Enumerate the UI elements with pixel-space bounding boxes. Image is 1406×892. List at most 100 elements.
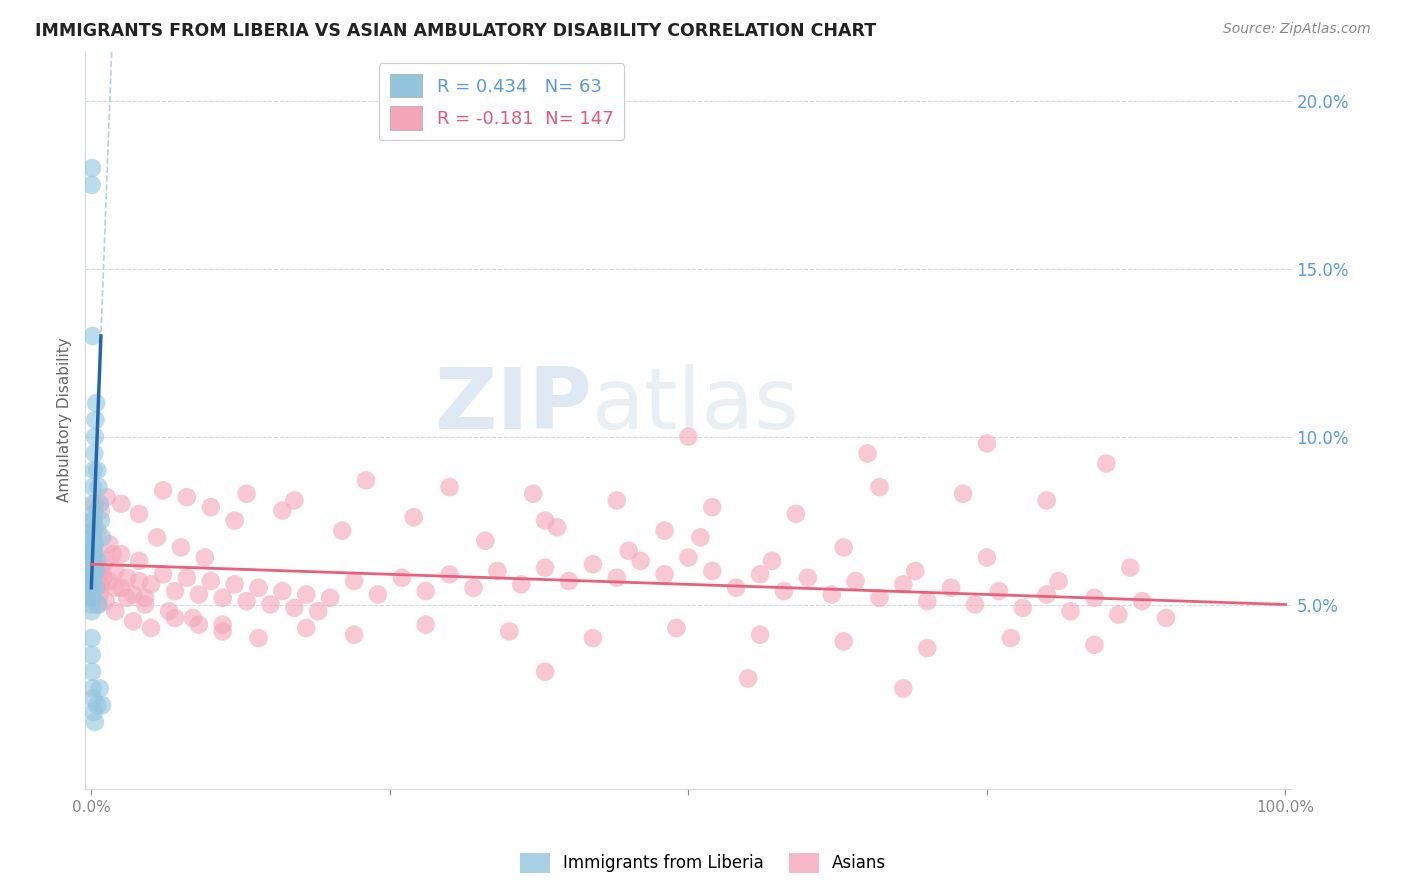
Asians (665, 621, 688, 635)
Immigrants from Liberia (80, 591, 103, 605)
Asians (939, 581, 962, 595)
Immigrants from Liberia (80, 591, 103, 605)
Immigrants from Liberia (82, 691, 104, 706)
Immigrants from Liberia (84, 413, 107, 427)
Asians (654, 567, 676, 582)
Immigrants from Liberia (87, 480, 110, 494)
Asians (654, 524, 676, 538)
Text: IMMIGRANTS FROM LIBERIA VS ASIAN AMBULATORY DISABILITY CORRELATION CHART: IMMIGRANTS FROM LIBERIA VS ASIAN AMBULAT… (35, 22, 876, 40)
Asians (247, 581, 270, 595)
Immigrants from Liberia (84, 581, 107, 595)
Asians (1035, 493, 1057, 508)
Asians (91, 564, 114, 578)
Immigrants from Liberia (80, 581, 103, 595)
Immigrants from Liberia (83, 446, 105, 460)
Asians (582, 631, 605, 645)
Immigrants from Liberia (82, 537, 104, 551)
Immigrants from Liberia (82, 530, 104, 544)
Asians (439, 480, 461, 494)
Asians (904, 564, 927, 578)
Asians (104, 564, 127, 578)
Asians (534, 514, 557, 528)
Asians (498, 624, 520, 639)
Asians (84, 581, 107, 595)
Text: atlas: atlas (592, 364, 800, 447)
Asians (617, 544, 640, 558)
Asians (187, 587, 209, 601)
Asians (319, 591, 342, 605)
Asians (343, 628, 366, 642)
Immigrants from Liberia (82, 558, 104, 572)
Asians (122, 587, 145, 601)
Immigrants from Liberia (84, 547, 107, 561)
Asians (211, 591, 233, 605)
Asians (211, 624, 233, 639)
Immigrants from Liberia (80, 648, 103, 662)
Immigrants from Liberia (82, 558, 104, 572)
Asians (82, 564, 104, 578)
Asians (96, 490, 118, 504)
Asians (1107, 607, 1129, 622)
Asians (247, 631, 270, 645)
Asians (976, 436, 998, 450)
Asians (546, 520, 568, 534)
Asians (869, 591, 891, 605)
Asians (582, 558, 605, 572)
Asians (486, 564, 509, 578)
Asians (90, 503, 112, 517)
Asians (510, 577, 533, 591)
Asians (534, 665, 557, 679)
Asians (152, 567, 174, 582)
Asians (224, 577, 246, 591)
Asians (176, 490, 198, 504)
Immigrants from Liberia (80, 530, 103, 544)
Immigrants from Liberia (82, 524, 104, 538)
Immigrants from Liberia (86, 698, 108, 713)
Asians (402, 510, 425, 524)
Asians (343, 574, 366, 588)
Asians (295, 587, 318, 601)
Immigrants from Liberia (82, 514, 104, 528)
Immigrants from Liberia (91, 698, 114, 713)
Asians (134, 598, 156, 612)
Asians (1119, 560, 1142, 574)
Asians (845, 574, 868, 588)
Immigrants from Liberia (82, 571, 104, 585)
Immigrants from Liberia (80, 631, 103, 645)
Asians (522, 487, 544, 501)
Asians (157, 604, 180, 618)
Asians (678, 550, 700, 565)
Asians (1083, 591, 1105, 605)
Immigrants from Liberia (82, 544, 104, 558)
Asians (128, 574, 150, 588)
Asians (104, 581, 127, 595)
Asians (104, 604, 127, 618)
Immigrants from Liberia (89, 497, 111, 511)
Immigrants from Liberia (80, 581, 103, 595)
Immigrants from Liberia (90, 514, 112, 528)
Asians (83, 571, 105, 585)
Immigrants from Liberia (86, 554, 108, 568)
Immigrants from Liberia (82, 541, 104, 555)
Asians (1083, 638, 1105, 652)
Immigrants from Liberia (80, 567, 103, 582)
Asians (170, 541, 193, 555)
Immigrants from Liberia (80, 571, 103, 585)
Asians (1059, 604, 1081, 618)
Immigrants from Liberia (80, 564, 103, 578)
Immigrants from Liberia (84, 537, 107, 551)
Asians (330, 524, 353, 538)
Asians (1130, 594, 1153, 608)
Immigrants from Liberia (82, 558, 104, 572)
Asians (307, 604, 329, 618)
Asians (391, 571, 413, 585)
Asians (283, 600, 305, 615)
Asians (832, 541, 855, 555)
Asians (128, 554, 150, 568)
Immigrants from Liberia (82, 329, 104, 343)
Asians (1154, 611, 1177, 625)
Immigrants from Liberia (83, 524, 105, 538)
Asians (224, 514, 246, 528)
Asians (152, 483, 174, 498)
Asians (98, 537, 121, 551)
